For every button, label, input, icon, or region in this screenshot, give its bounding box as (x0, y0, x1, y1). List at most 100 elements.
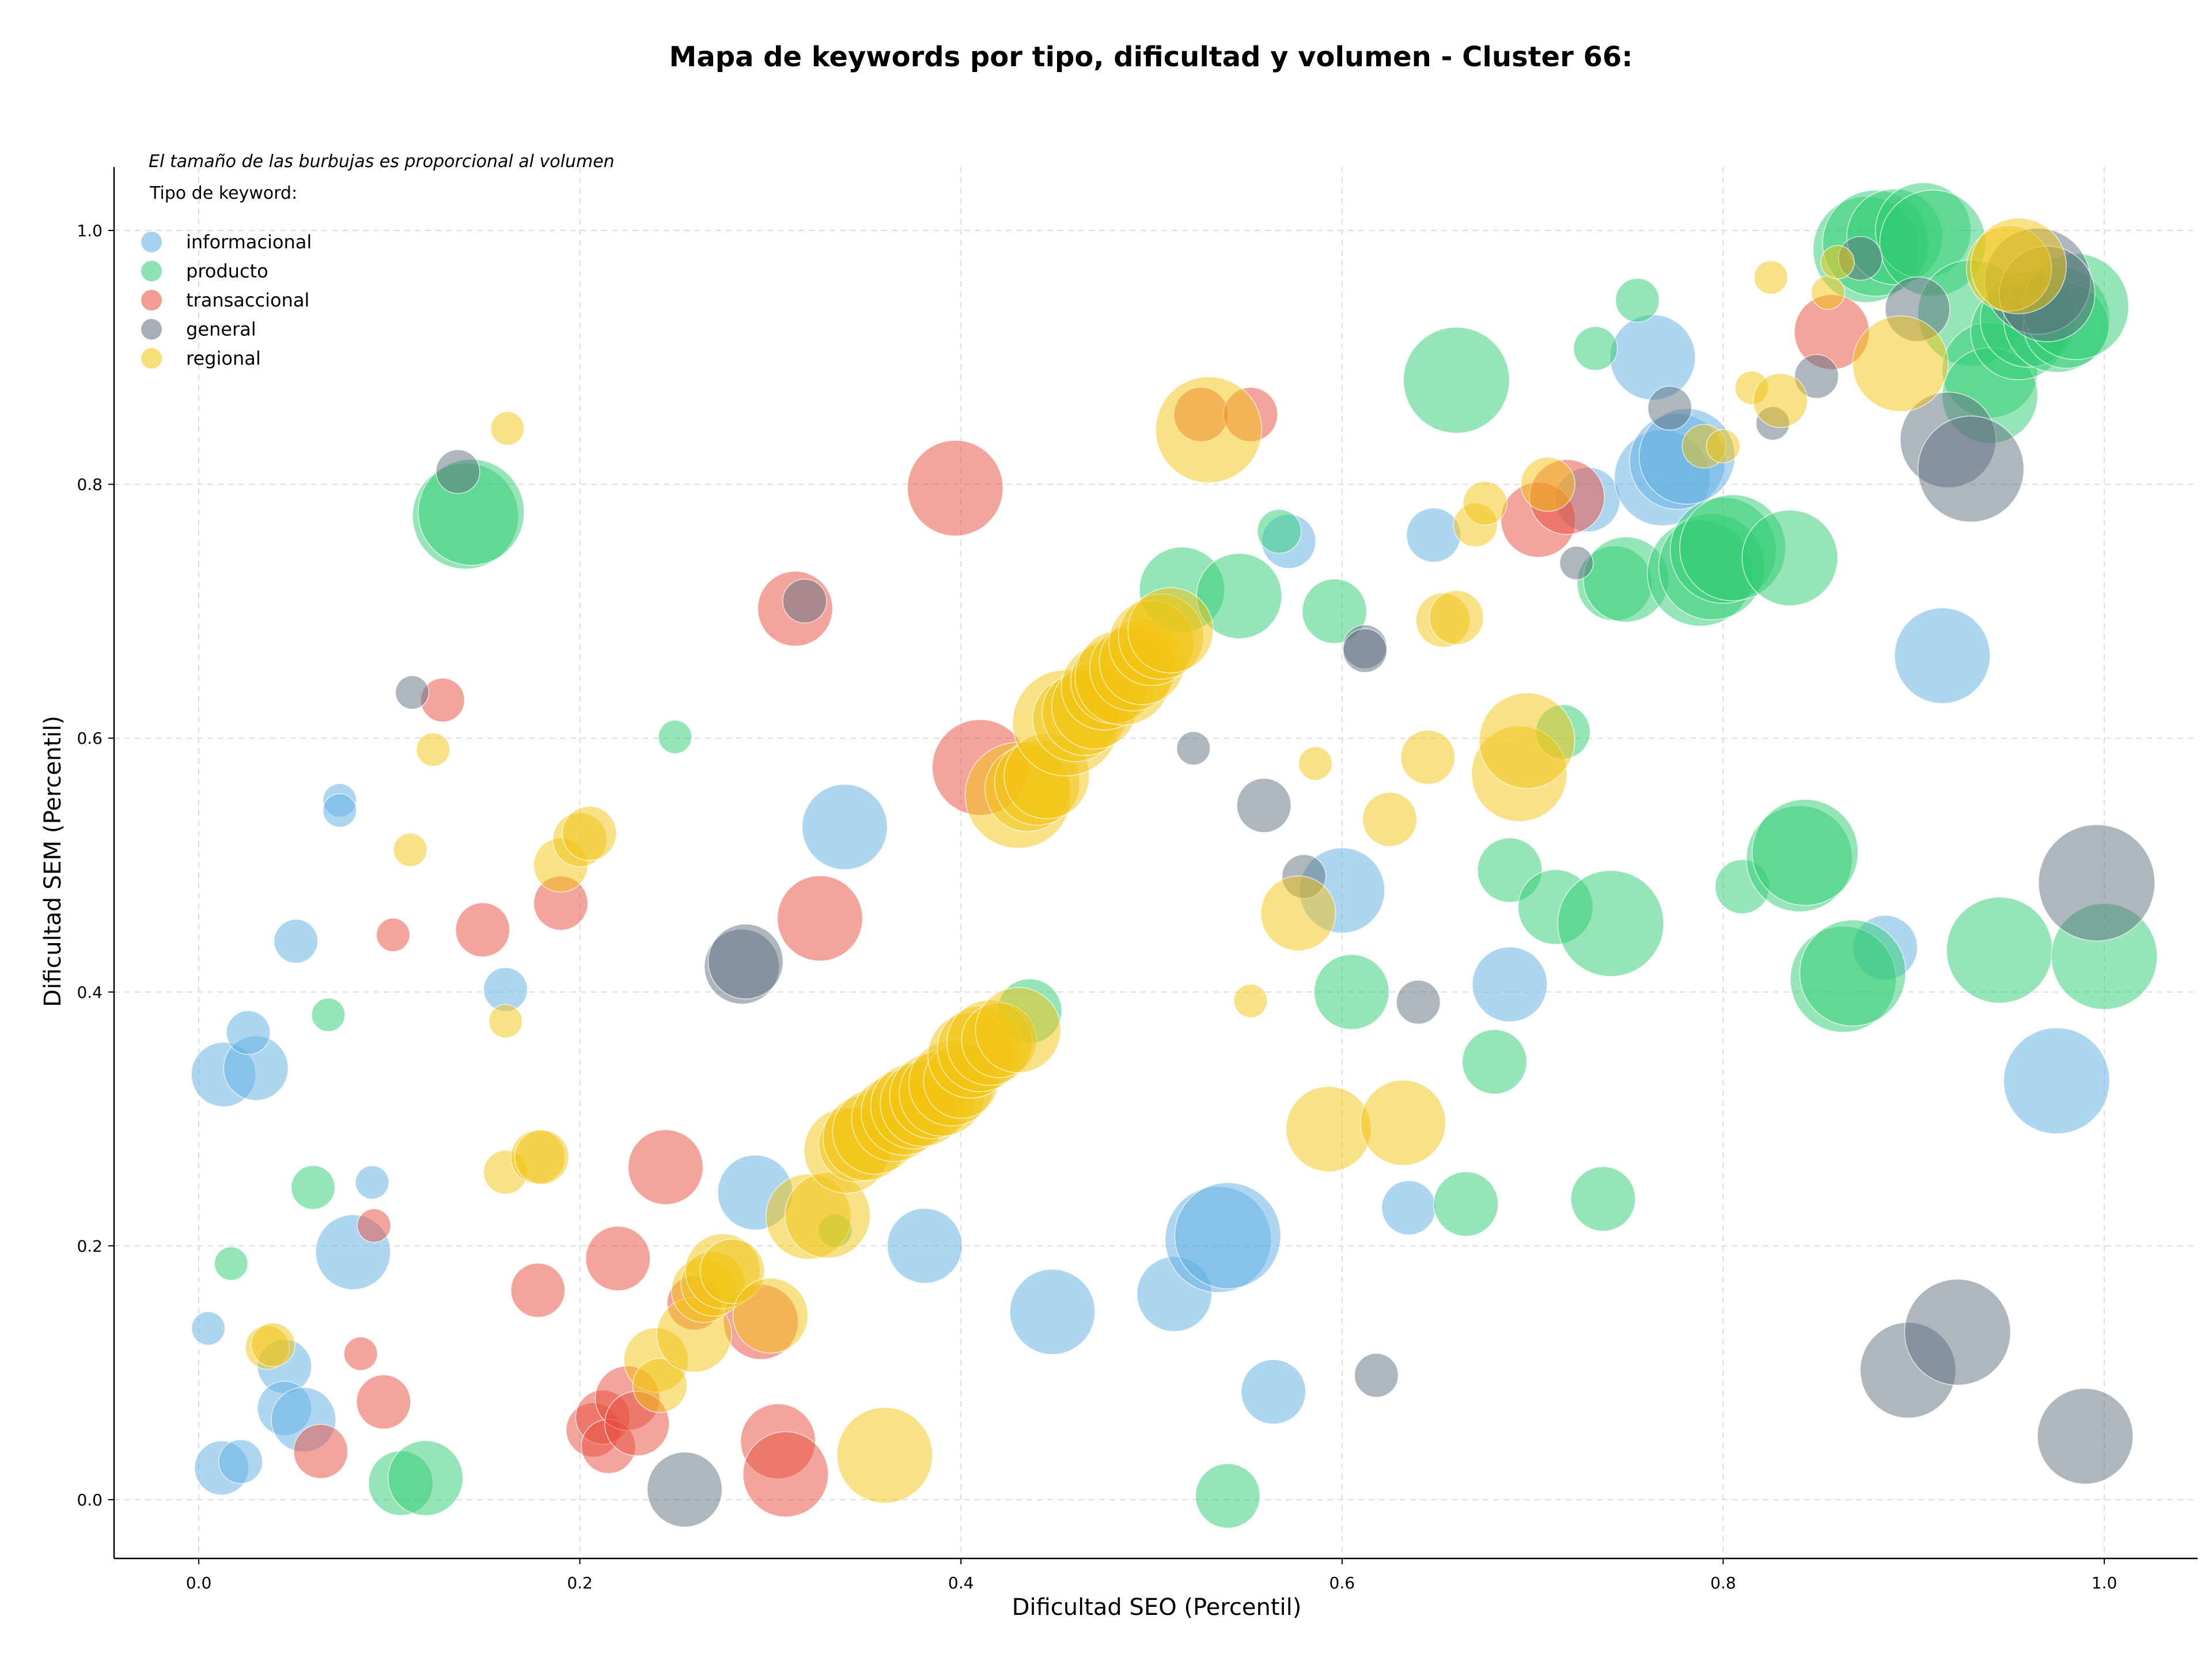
bubble-regional (1706, 429, 1741, 464)
bubble-informacional (1174, 1182, 1282, 1289)
bubble-producto (1799, 920, 1907, 1027)
legend-label: regional (186, 347, 261, 369)
bubble-general (1354, 1353, 1399, 1398)
bubble-transaccional (627, 1129, 704, 1205)
bubble-informacional (355, 1165, 389, 1200)
bubble-regional (1298, 746, 1333, 781)
bubble-general (782, 578, 827, 624)
bubble-producto (1557, 870, 1664, 977)
bubble-informacional (226, 1010, 271, 1055)
bubble-transaccional (357, 1208, 392, 1243)
bubble-producto (1256, 509, 1302, 554)
series-regional (245, 217, 2067, 1504)
bubble-regional (1362, 792, 1418, 847)
x-axis-title: Dificultad SEO (Percentil) (1012, 1594, 1302, 1621)
bubble-producto (1461, 1029, 1528, 1095)
bubble-producto (1301, 578, 1368, 644)
bubble-producto (1313, 954, 1390, 1030)
bubble-regional (1970, 217, 2067, 315)
bubble-transaccional (510, 1262, 566, 1318)
axes (113, 167, 2198, 1560)
bubble-general (2038, 824, 2156, 942)
bubble-informacional (887, 1208, 963, 1284)
bubble-informacional (323, 793, 357, 828)
bubble-informacional (218, 1439, 263, 1484)
chart-title: Mapa de keywords por tipo, dificultad y … (669, 41, 1633, 73)
bubble-regional (1810, 275, 1846, 310)
bubble-transaccional (343, 1336, 378, 1371)
bubble-regional (562, 805, 617, 861)
bubble-informacional (801, 784, 888, 871)
bubble-regional (1285, 1085, 1372, 1172)
bubble-general (2037, 1388, 2134, 1485)
legend-marker (141, 260, 162, 282)
y-tick-label: 0.6 (77, 729, 103, 748)
bubble-regional (1820, 245, 1855, 279)
bubble-regional (1852, 315, 1949, 413)
bubble-informacional (191, 1311, 226, 1346)
bubble-transaccional (356, 1374, 411, 1430)
bubble-regional (836, 1407, 933, 1504)
bubble-regional (488, 1004, 523, 1039)
legend-label: producto (186, 260, 268, 282)
bubble-general (1176, 731, 1211, 766)
bubble-regional (1400, 729, 1456, 785)
tick-labels: 0.0 0.2 0.4 0.6 0.8 1.0 0.0 0.2 0.4 0.6 0.8 1.0 (77, 221, 2117, 1592)
bubble-informacional (1406, 507, 1461, 563)
bubble-producto (1946, 896, 2053, 1004)
bubble-regional (975, 987, 1062, 1073)
bubble-general (435, 449, 480, 494)
legend: informacional producto transaccional genera… (141, 231, 312, 369)
y-tick-label: 0.4 (77, 983, 103, 1002)
bubble-layer (191, 182, 2158, 1529)
legend-marker (141, 290, 162, 311)
bubble-regional (393, 833, 427, 867)
x-tick-label: 0.8 (1710, 1573, 1736, 1592)
bubble-regional (1752, 373, 1808, 428)
bubble-producto (290, 1165, 336, 1210)
bubble-general (395, 675, 430, 710)
x-tick-label: 0.2 (567, 1573, 593, 1592)
y-axis-title: Dificultad SEM (Percentil) (40, 716, 66, 1007)
bubble-producto (311, 997, 346, 1032)
bubble-transaccional (907, 440, 1004, 536)
y-tick-label: 0.8 (77, 475, 103, 494)
bubble-size-note: El tamaño de las burbujas es proporciona… (149, 152, 615, 172)
bubble-regional (1520, 456, 1575, 512)
bubble-regional (1127, 587, 1214, 674)
bubble-producto (387, 1440, 464, 1516)
bubble-regional (514, 1129, 570, 1185)
y-tick-label: 1.0 (77, 221, 103, 240)
bubble-general (646, 1451, 723, 1528)
bubble-producto (1195, 1463, 1261, 1529)
legend-title: Tipo de keyword: (149, 183, 297, 203)
bubble-informacional (1894, 607, 1991, 704)
bubble-producto (1570, 1166, 1636, 1232)
bubble-informacional (273, 918, 319, 964)
bubble-regional (1429, 590, 1484, 645)
bubble-informacional (2003, 1027, 2111, 1134)
x-tick-label: 0.0 (186, 1573, 212, 1592)
bubble-regional (1155, 376, 1262, 483)
bubble-producto (1741, 509, 1838, 607)
bubble-regional (1478, 692, 1575, 789)
bubble-producto (1751, 799, 1859, 906)
y-tick-label: 0.0 (77, 1490, 103, 1509)
bubble-producto (1573, 326, 1618, 371)
bubble-general (1647, 385, 1692, 431)
series-general (395, 228, 2156, 1528)
legend-label: general (186, 319, 256, 340)
bubble-regional (490, 411, 525, 446)
bubble-informacional (1009, 1269, 1096, 1355)
bubble-producto (1433, 1171, 1499, 1237)
bubble-general (707, 924, 784, 1000)
bubble-transaccional (777, 875, 863, 962)
bubble-regional (732, 1277, 809, 1354)
bubble-regional (1463, 480, 1508, 526)
bubble-informacional (1381, 1180, 1437, 1236)
bubble-producto (658, 720, 692, 754)
bubble-regional (251, 1322, 296, 1367)
bubble-regional (1233, 983, 1268, 1018)
bubble-transaccional (455, 902, 510, 958)
